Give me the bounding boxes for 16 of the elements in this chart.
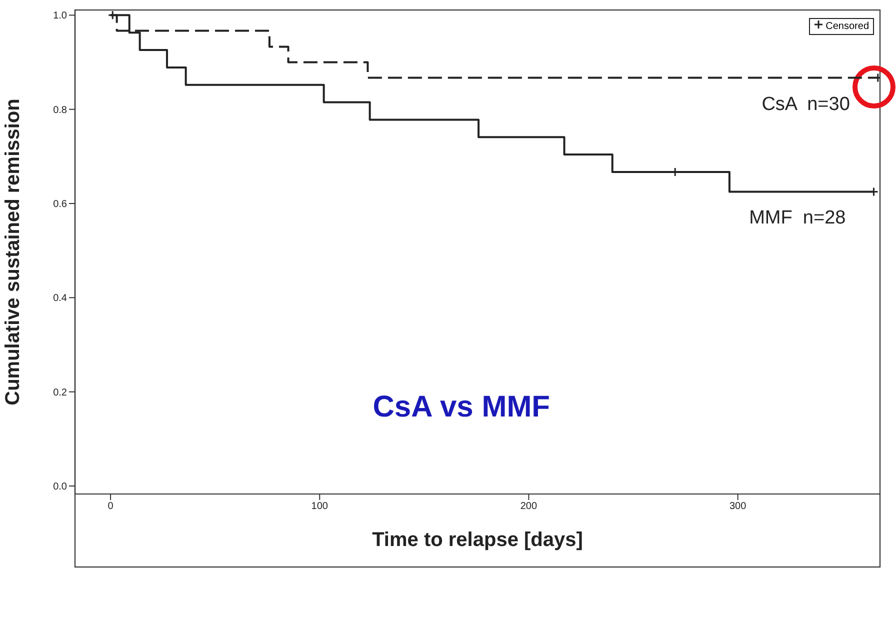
x-tick-label: 300 (729, 501, 747, 512)
y-tick-label: 0.6 (53, 199, 68, 210)
y-tick-label: 0.8 (53, 104, 68, 116)
x-tick-label: 0 (108, 501, 114, 512)
series-label: CsA n=30 (762, 94, 850, 115)
x-axis-title: Time to relapse [days] (372, 529, 583, 551)
annotation: CsA vs MMF (372, 390, 550, 424)
legend-label: Censored (824, 21, 869, 32)
y-tick-label: 0.2 (53, 387, 68, 398)
x-tick-label: 100 (311, 501, 328, 512)
y-tick-label: 1.0 (53, 10, 68, 22)
y-axis-title: Cumulative sustained remission (2, 98, 24, 406)
series-label: MMF n=28 (749, 208, 846, 229)
y-tick-label: 0.4 (53, 293, 68, 304)
x-tick-label: 200 (520, 501, 538, 512)
y-tick-label: 0.0 (53, 482, 68, 493)
